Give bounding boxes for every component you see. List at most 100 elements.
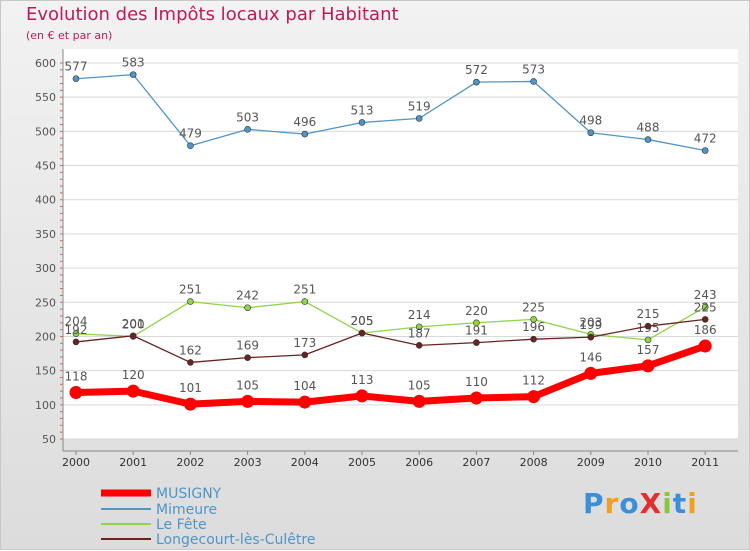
- y-tick-label: 250: [35, 296, 56, 309]
- data-label: 200: [122, 317, 145, 331]
- data-label: 201: [122, 317, 145, 331]
- data-point: [644, 336, 652, 344]
- data-label: 146: [579, 350, 602, 364]
- data-label: 199: [579, 318, 602, 332]
- chart-subtitle: (en € et par an): [26, 29, 113, 42]
- y-tick-label: 100: [35, 399, 56, 412]
- data-label: 251: [179, 283, 202, 297]
- data-label: 572: [465, 63, 488, 77]
- y-tick-label: 550: [35, 91, 56, 104]
- data-point: [358, 329, 366, 337]
- data-point: [473, 319, 480, 327]
- data-label: 498: [579, 114, 602, 128]
- data-point: [415, 342, 423, 349]
- data-point: [530, 335, 537, 343]
- data-label: 186: [694, 323, 717, 337]
- data-point: [527, 390, 541, 404]
- data-label: 120: [122, 368, 145, 382]
- data-label: 220: [465, 304, 488, 318]
- data-label: 105: [236, 378, 259, 392]
- data-point: [415, 115, 423, 122]
- data-point: [641, 359, 655, 373]
- data-point: [244, 126, 251, 133]
- data-point: [301, 298, 309, 305]
- y-tick-label: 350: [35, 228, 56, 241]
- data-label: 112: [522, 374, 545, 388]
- data-label: 243: [694, 288, 717, 302]
- data-label: 110: [465, 375, 488, 389]
- logo-letter: P: [583, 487, 605, 520]
- data-point: [241, 394, 255, 408]
- data-label: 205: [351, 314, 374, 328]
- data-point: [473, 339, 480, 346]
- logo-letter: o: [619, 487, 640, 520]
- data-label: 519: [408, 99, 431, 113]
- data-label: 157: [637, 343, 660, 357]
- data-point: [530, 316, 537, 323]
- logo-letter: i: [662, 487, 673, 520]
- y-tick-label: 50: [42, 433, 56, 446]
- data-point: [587, 333, 595, 341]
- data-label: 496: [293, 115, 316, 129]
- x-tick-label: 2005: [348, 456, 376, 469]
- series-line-longecourt-l-s-cul-tre: [75, 318, 706, 364]
- data-label: 472: [694, 132, 717, 146]
- data-label: 503: [236, 110, 259, 124]
- x-tick-label: 2007: [462, 456, 490, 469]
- data-point: [244, 354, 251, 361]
- data-label: 225: [694, 300, 717, 314]
- x-tick-label: 2006: [405, 456, 433, 469]
- data-point: [701, 316, 709, 323]
- data-label: 173: [293, 336, 316, 350]
- data-point: [355, 389, 369, 403]
- data-point: [301, 130, 309, 138]
- data-label: 187: [408, 326, 431, 340]
- data-point: [69, 386, 83, 400]
- y-tick-label: 200: [35, 330, 56, 343]
- series-line-mimeure: [75, 73, 706, 152]
- data-point: [358, 119, 366, 126]
- data-point: [584, 366, 598, 380]
- logo-letter: X: [639, 487, 663, 520]
- x-tick-label: 2010: [634, 456, 662, 469]
- data-point: [530, 78, 537, 85]
- data-label: 215: [637, 307, 660, 321]
- logo-letter: r: [604, 487, 620, 520]
- data-point: [244, 304, 251, 312]
- data-label: 118: [65, 370, 88, 384]
- data-point: [301, 351, 309, 359]
- legend-label: Le Fête: [156, 517, 207, 533]
- x-tick-label: 2003: [234, 456, 262, 469]
- data-label: 105: [408, 378, 431, 392]
- y-tick-label: 600: [35, 57, 56, 70]
- y-tick-label: 150: [35, 365, 56, 378]
- data-point: [129, 332, 137, 340]
- data-label: 513: [351, 103, 374, 117]
- data-label: 251: [293, 283, 316, 297]
- data-label: 203: [579, 315, 602, 329]
- x-tick-label: 2008: [520, 456, 548, 469]
- data-label: 573: [522, 62, 545, 76]
- data-point: [183, 397, 197, 411]
- legend-label: MUSIGNY: [156, 486, 222, 502]
- data-label: 204: [65, 315, 88, 329]
- legend-label: Longecourt-lès-Culêtre: [156, 532, 315, 548]
- data-label: 214: [408, 308, 431, 322]
- data-point: [412, 394, 426, 408]
- data-label: 169: [236, 339, 259, 353]
- data-label: 101: [179, 381, 202, 395]
- data-point: [72, 330, 80, 338]
- x-tick-label: 2000: [62, 456, 90, 469]
- data-point: [415, 323, 423, 331]
- data-point: [644, 322, 652, 330]
- data-label: 242: [236, 289, 259, 303]
- data-point: [701, 303, 709, 311]
- data-point: [473, 78, 480, 86]
- data-point: [72, 75, 80, 83]
- data-point: [298, 395, 312, 409]
- y-tick-label: 300: [35, 262, 56, 275]
- logo-letter: i: [687, 487, 698, 520]
- data-label: 577: [65, 60, 88, 74]
